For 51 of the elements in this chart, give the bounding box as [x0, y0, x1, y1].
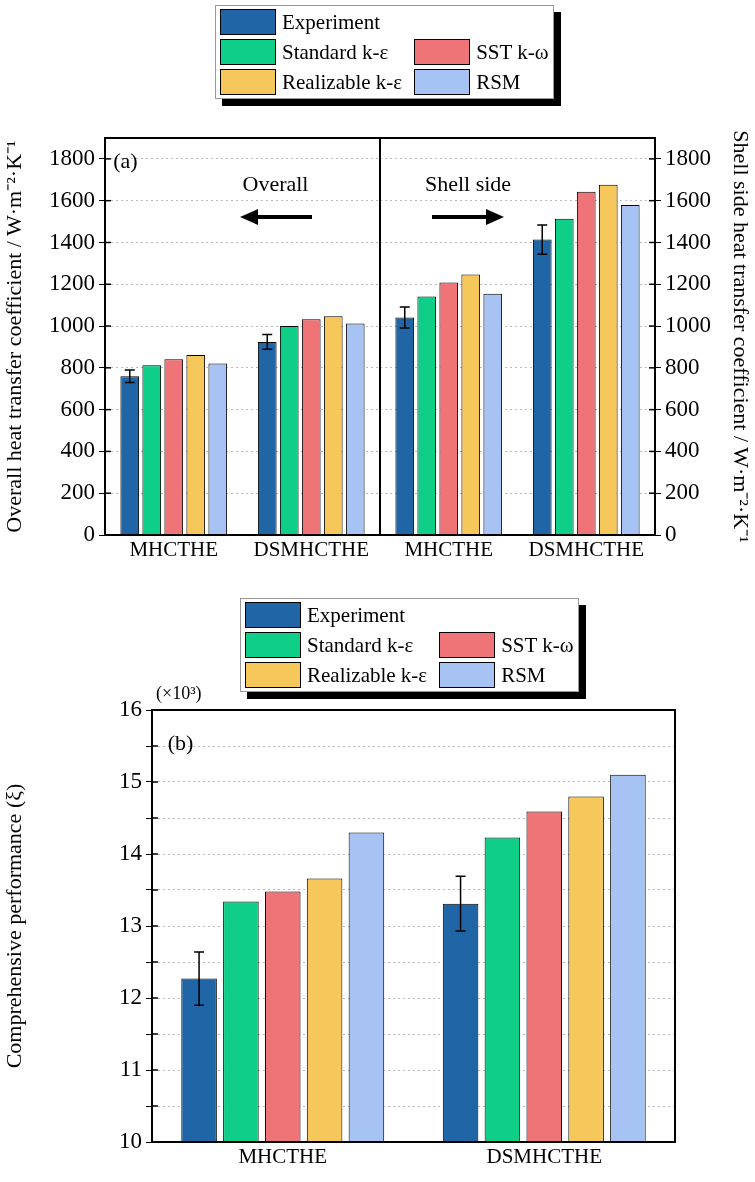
y-tick-label: 1000 [49, 312, 95, 338]
y-tick-label: 200 [60, 479, 95, 505]
y-tick-label: 1800 [49, 144, 95, 170]
y-axis-title: Overall heat transfer coefficient / W·m⁻²·K⁻¹ [0, 140, 26, 533]
y-tick-label: 14 [119, 840, 143, 866]
legend-label: SST k-ω [476, 39, 549, 65]
legend-label: RSM [476, 69, 521, 95]
x-tick-label: DSMHCTHE [253, 537, 370, 562]
legend-label: RSM [501, 662, 546, 688]
legend-label: Realizable k-ε [282, 69, 403, 95]
text: (×10³) [156, 682, 202, 704]
y-tick-label: 15 [119, 768, 142, 794]
x-tick-label: DSMHCTHE [528, 537, 645, 562]
x-tick-label: MHCTHE [238, 1144, 328, 1169]
y-tick-label: 13 [119, 912, 142, 938]
y-axis-title: Comprehensive performance (ξ) [0, 783, 26, 1069]
y2-tick-label: 400 [665, 437, 700, 463]
x-tick-label: DSMHCTHE [486, 1144, 603, 1169]
annotation: Overall [242, 171, 309, 197]
legend-label: Experiment [282, 9, 380, 35]
legend-label: Standard k-ε [282, 39, 389, 65]
y-tick-label: 800 [60, 353, 95, 379]
y-tick-label: 16 [119, 696, 142, 722]
y-tick-label: 600 [60, 395, 95, 421]
y-tick-label: 1400 [49, 228, 95, 254]
y2-axis-title: Shell side heat transfer coefficient / W·m⁻²·K⁻¹ [729, 130, 755, 543]
legend-label: SST k-ω [501, 632, 574, 658]
y2-tick-label: 800 [665, 353, 700, 379]
y2-tick-label: 0 [665, 521, 677, 547]
y-tick-label: 400 [60, 437, 95, 463]
y-tick-label: 1200 [49, 270, 95, 296]
y-tick-label: 10 [119, 1128, 142, 1154]
y-tick-label: 12 [119, 984, 142, 1010]
x-tick-label: MHCTHE [129, 537, 219, 562]
annotation: Shell side [424, 171, 512, 197]
y2-tick-label: 1000 [665, 312, 711, 338]
annotation: (b) [167, 730, 194, 756]
legend-label: Experiment [307, 602, 405, 628]
y2-tick-label: 600 [665, 395, 700, 421]
y-tick-label: 1600 [49, 186, 95, 212]
y2-tick-label: 200 [665, 479, 700, 505]
y2-tick-label: 1400 [665, 228, 711, 254]
annotation: (a) [113, 147, 138, 173]
legend-label: Realizable k-ε [307, 662, 428, 688]
y-tick-label: 11 [119, 1056, 142, 1082]
y2-tick-label: 1600 [665, 186, 711, 212]
y2-tick-label: 1800 [665, 144, 711, 170]
y-tick-label: 0 [83, 521, 95, 547]
legend-label: Standard k-ε [307, 632, 414, 658]
x-tick-label: MHCTHE [404, 537, 494, 562]
y2-tick-label: 1200 [665, 270, 711, 296]
